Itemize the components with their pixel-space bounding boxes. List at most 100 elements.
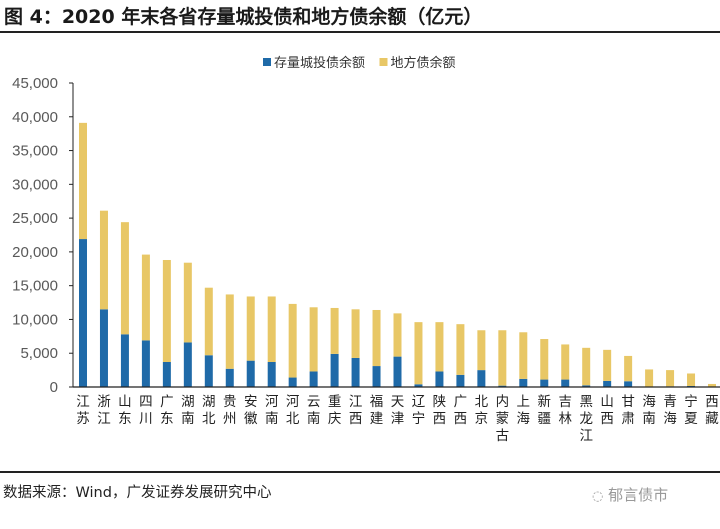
bar-segment-chengtou — [561, 379, 570, 387]
stacked-bar-chart: 存量城投债余额 地方债余额 0 5,000 10,000 15,000 20,000 25,… — [12, 55, 720, 444]
bar-segment-local-bond — [456, 324, 465, 375]
x-tick-label: 重庆 — [328, 394, 342, 427]
x-tick-label: 贵州 — [223, 394, 237, 427]
watermark: ◌ 郁言债市 — [592, 484, 668, 505]
bar-segment-local-bond — [267, 296, 276, 363]
bar-segment-local-bond — [645, 369, 654, 387]
y-axis: 0 5,000 10,000 15,000 20,000 25,000 30,000 35,0… — [12, 75, 74, 396]
x-tick-label: 云南 — [307, 394, 321, 427]
x-tick-label: 内蒙古 — [496, 394, 510, 444]
bar-segment-local-bond — [204, 287, 213, 356]
bar-segment-local-bond — [435, 322, 444, 372]
bar-segment-chengtou — [393, 356, 402, 387]
bar-segment-chengtou — [162, 362, 171, 387]
bar-segment-chengtou — [519, 378, 528, 387]
bar-segment-local-bond — [246, 296, 255, 361]
source-note: 数据来源：Wind，广发证券发展研究中心 — [3, 485, 272, 501]
legend-swatch — [379, 58, 388, 66]
x-tick-label: 湖南 — [181, 394, 195, 427]
x-tick-label: 河北 — [286, 394, 300, 427]
legend-label: 存量城投债余额 — [274, 55, 365, 71]
x-tick-label: 吉林 — [558, 394, 572, 427]
bar-segment-chengtou — [99, 309, 108, 387]
bar-segment-local-bond — [351, 309, 360, 358]
bar-segment-local-bond — [666, 370, 675, 387]
x-tick-label: 北京 — [475, 394, 489, 427]
x-tick-label: 广西 — [454, 394, 468, 427]
bar-segment-local-bond — [687, 373, 696, 386]
x-tick-label: 江西 — [349, 394, 363, 427]
bar-segment-chengtou — [582, 385, 591, 387]
x-tick-label: 青海 — [663, 394, 677, 427]
bar-segment-local-bond — [477, 330, 486, 371]
bar-segment-chengtou — [120, 334, 129, 387]
x-tick-label: 甘肃 — [621, 394, 635, 427]
y-tick-label: 20,000 — [12, 244, 58, 261]
bar-segment-local-bond — [393, 313, 402, 357]
bar-segment-chengtou — [204, 355, 213, 387]
y-tick-label: 35,000 — [12, 143, 58, 160]
x-tick-label: 广东 — [160, 394, 174, 427]
y-tick-label: 5,000 — [20, 345, 58, 362]
x-tick-label: 辽宁 — [412, 394, 426, 427]
bar-segment-chengtou — [624, 381, 633, 387]
legend-swatch — [263, 58, 271, 66]
bar-segment-local-bond — [708, 383, 716, 387]
bar-segment-chengtou — [540, 379, 549, 387]
y-tick-label: 40,000 — [12, 109, 58, 126]
x-tick-label: 河南 — [265, 394, 279, 427]
bar-segment-local-bond — [225, 294, 234, 369]
x-tick-label: 浙江 — [97, 394, 111, 427]
x-tick-label: 黑龙江 — [579, 394, 593, 444]
x-tick-label: 福建 — [370, 394, 384, 427]
bar-segment-chengtou — [267, 362, 276, 387]
bar-segment-chengtou — [603, 380, 612, 387]
bar-segment-chengtou — [498, 385, 507, 387]
bar-segment-chengtou — [288, 377, 297, 387]
bar-segment-local-bond — [288, 303, 297, 378]
y-tick-label: 25,000 — [12, 210, 58, 227]
figure-title: 图 4：2020 年末各省存量城投债和地方债余额（亿元） — [4, 6, 483, 28]
y-tick-label: 45,000 — [12, 75, 58, 92]
bar-segment-local-bond — [79, 122, 87, 240]
bar-segment-chengtou — [456, 374, 465, 387]
bars — [79, 122, 716, 387]
x-tick-label: 江苏 — [76, 394, 90, 427]
bar-segment-chengtou — [79, 239, 87, 387]
bar-segment-chengtou — [183, 342, 192, 387]
x-tick-label: 山东 — [118, 394, 132, 427]
top-rule — [0, 31, 720, 33]
bar-segment-local-bond — [330, 307, 339, 354]
watermark-text: 郁言债市 — [608, 486, 669, 504]
bar-segment-local-bond — [141, 254, 150, 341]
bar-segment-local-bond — [519, 332, 528, 379]
x-tick-label: 海南 — [642, 394, 656, 427]
y-tick-label: 30,000 — [12, 176, 58, 193]
bottom-rule — [0, 471, 720, 473]
bar-segment-local-bond — [309, 307, 318, 372]
y-tick-label: 0 — [50, 379, 58, 396]
x-tick-label: 天津 — [391, 394, 405, 427]
bar-segment-local-bond — [603, 349, 612, 381]
x-tick-label: 湖北 — [202, 394, 216, 427]
y-tick-label: 15,000 — [12, 278, 58, 295]
bar-segment-local-bond — [99, 210, 108, 310]
bar-segment-chengtou — [330, 353, 339, 387]
bar-segment-local-bond — [582, 347, 591, 386]
bar-segment-local-bond — [162, 259, 171, 363]
bar-segment-chengtou — [141, 340, 150, 387]
x-axis: 江苏浙江山东四川广东湖南湖北贵州安徽河南河北云南重庆江西福建天津辽宁陕西广西北京… — [73, 386, 720, 444]
x-tick-label: 山西 — [600, 394, 614, 427]
bar-segment-chengtou — [414, 384, 423, 387]
bar-segment-local-bond — [372, 309, 381, 367]
x-tick-label: 陕西 — [433, 394, 447, 427]
bar-segment-chengtou — [477, 370, 486, 387]
y-tick-label: 10,000 — [12, 311, 58, 328]
x-tick-label: 上海 — [517, 394, 531, 427]
legend: 存量城投债余额 地方债余额 — [263, 55, 456, 71]
bar-segment-chengtou — [309, 371, 318, 387]
bar-segment-local-bond — [498, 330, 507, 386]
bar-segment-chengtou — [225, 368, 234, 387]
x-tick-label: 四川 — [139, 394, 153, 427]
bar-segment-local-bond — [540, 339, 549, 380]
